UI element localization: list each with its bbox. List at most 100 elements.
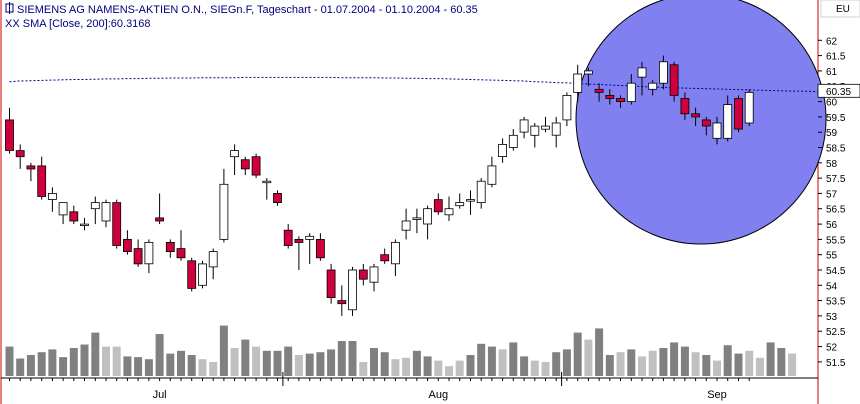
candlestick[interactable]: [123, 230, 132, 255]
candlestick[interactable]: [337, 285, 347, 316]
volume-bar: [638, 356, 646, 376]
candle-body-down: [326, 269, 336, 299]
candlestick[interactable]: [390, 239, 400, 277]
candlestick[interactable]: [133, 239, 143, 267]
candlestick[interactable]: [466, 190, 475, 215]
candlestick[interactable]: [348, 266, 357, 316]
candlestick[interactable]: [262, 178, 272, 200]
candlestick[interactable]: [541, 116, 550, 133]
candlestick[interactable]: [637, 61, 647, 96]
candlestick[interactable]: [444, 196, 454, 222]
candlestick[interactable]: [251, 153, 261, 179]
candlestick[interactable]: [358, 263, 368, 286]
price-tick-label: 56: [826, 220, 838, 231]
candlestick[interactable]: [155, 193, 165, 225]
candlestick[interactable]: [562, 92, 572, 127]
volume-bar: [166, 353, 175, 376]
candlestick[interactable]: [616, 95, 625, 108]
corner-box: [820, 0, 860, 18]
price-tick-label: 53.5: [826, 297, 846, 308]
candlestick[interactable]: [498, 138, 508, 163]
candlestick[interactable]: [69, 205, 79, 225]
candlestick[interactable]: [712, 116, 722, 145]
candlestick[interactable]: [240, 156, 250, 176]
candlestick[interactable]: [530, 123, 540, 148]
candlestick[interactable]: [90, 196, 100, 225]
candlestick[interactable]: [519, 116, 529, 139]
candlestick[interactable]: [26, 162, 36, 182]
candlestick[interactable]: [734, 95, 743, 133]
volume-bar: [745, 350, 754, 376]
price-axis: 6261.56160.56059.55958.55857.55756.55655…: [818, 36, 846, 369]
candlestick[interactable]: [273, 190, 282, 206]
highlight-circle[interactable]: [575, 0, 827, 245]
candlestick[interactable]: [326, 263, 336, 304]
month-label: Jul: [153, 389, 167, 401]
candlestick[interactable]: [305, 233, 315, 264]
candlestick[interactable]: [401, 208, 411, 240]
candle-body-up: [723, 104, 733, 139]
candlestick[interactable]: [176, 230, 186, 261]
volume-bar: [187, 355, 196, 376]
price-tick-label: 54.5: [826, 266, 846, 277]
candle-body-up: [519, 119, 529, 133]
candlestick[interactable]: [369, 263, 379, 292]
candle-body-up: [498, 143, 508, 157]
candlestick[interactable]: [701, 116, 711, 136]
candlestick[interactable]: [433, 193, 443, 215]
candlestick[interactable]: [573, 64, 583, 102]
candlestick[interactable]: [101, 199, 111, 228]
candlestick[interactable]: [594, 83, 604, 102]
candlestick[interactable]: [508, 129, 518, 151]
candlestick[interactable]: [230, 144, 240, 176]
candle-body-down: [176, 248, 186, 259]
candlestick[interactable]: [315, 233, 325, 261]
candle-body-up: [562, 95, 572, 121]
candlestick[interactable]: [423, 205, 433, 240]
candlestick[interactable]: [187, 257, 197, 292]
candle-body-up: [101, 202, 111, 222]
candlestick[interactable]: [605, 89, 615, 105]
candlestick[interactable]: [294, 236, 304, 270]
candlestick[interactable]: [744, 89, 754, 127]
candlestick[interactable]: [112, 199, 122, 249]
volume-bar: [59, 357, 68, 376]
candlestick[interactable]: [659, 55, 668, 90]
candlestick[interactable]: [48, 187, 57, 212]
volume-bar: [562, 349, 571, 376]
candle-body-down: [112, 202, 122, 246]
candlestick[interactable]: [680, 92, 690, 120]
volume-bar: [155, 334, 164, 376]
candlestick[interactable]: [380, 248, 390, 264]
candlestick[interactable]: [58, 202, 68, 225]
candlestick[interactable]: [37, 156, 47, 200]
candlestick[interactable]: [723, 95, 733, 142]
candlestick[interactable]: [455, 193, 465, 209]
candlestick[interactable]: [165, 239, 175, 258]
volume-bar: [348, 341, 357, 376]
candlestick[interactable]: [691, 107, 700, 127]
candlestick[interactable]: [648, 80, 658, 96]
candlestick[interactable]: [476, 178, 486, 209]
candle-body-down: [123, 238, 132, 252]
candle-body-up: [80, 223, 89, 227]
volume-bar: [391, 359, 400, 376]
candlestick[interactable]: [283, 224, 293, 249]
candlestick[interactable]: [669, 61, 679, 102]
candlestick[interactable]: [551, 116, 561, 148]
candlestick[interactable]: [487, 156, 497, 188]
candlestick[interactable]: [584, 67, 593, 87]
candlestick[interactable]: [208, 248, 218, 280]
volume-bar: [144, 359, 153, 376]
candlestick[interactable]: [198, 260, 207, 289]
candlestick[interactable]: [5, 107, 14, 154]
candlestick[interactable]: [144, 239, 154, 274]
candlestick[interactable]: [80, 217, 89, 231]
candlestick[interactable]: [412, 208, 422, 234]
candlestick[interactable]: [219, 168, 229, 243]
candlestick[interactable]: [626, 74, 636, 105]
candlestick[interactable]: [15, 144, 25, 169]
price-tick-label: 61: [826, 67, 838, 78]
candle-body-up: [584, 70, 593, 75]
